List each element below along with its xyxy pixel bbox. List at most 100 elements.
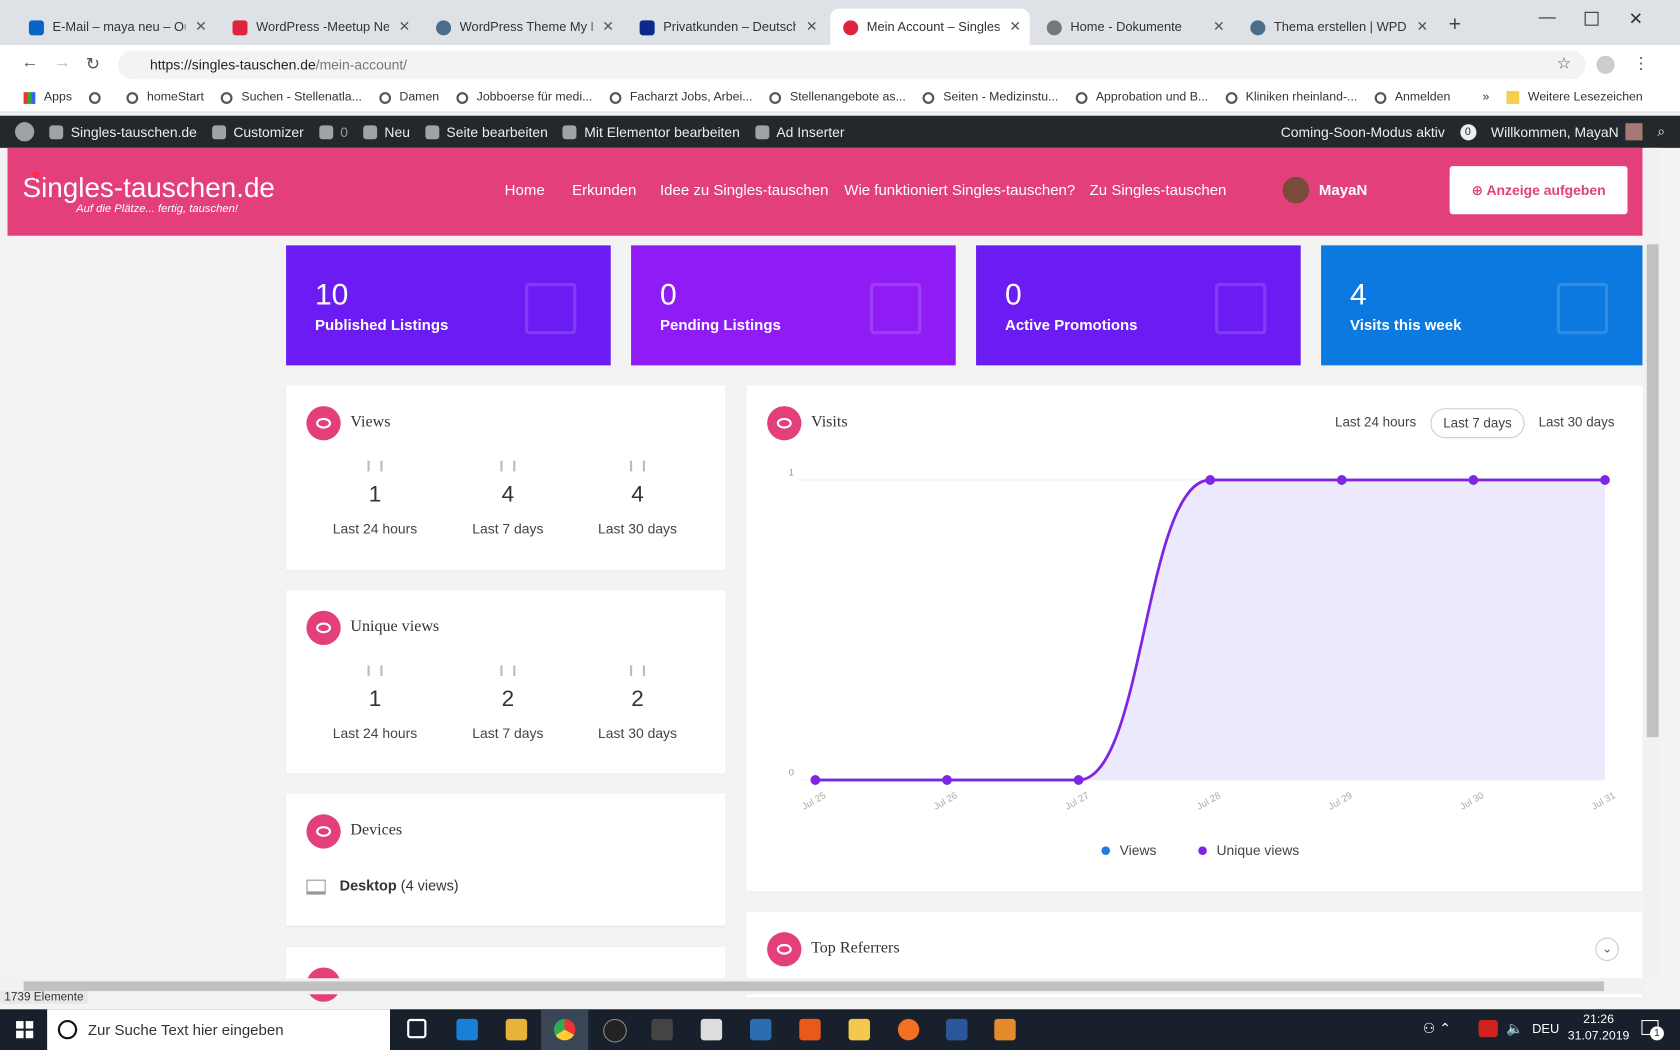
bookmark[interactable]: Approbation und B... — [1075, 91, 1208, 104]
nav-link[interactable]: Idee zu Singles-tauschen — [660, 181, 829, 199]
close[interactable]: ✕ — [1628, 10, 1643, 29]
metric-label: Last 30 days — [598, 520, 677, 537]
app-firefox[interactable] — [897, 1018, 920, 1041]
bookmark[interactable]: Jobboerse für medi... — [456, 91, 592, 104]
tab[interactable]: Home - Dokumente ✕ — [1034, 9, 1233, 45]
admin-item[interactable]: Customizer — [211, 124, 304, 140]
device-row: Desktop (4 views) — [340, 878, 459, 894]
admin-item[interactable]: 0 — [1459, 123, 1476, 140]
admin-item[interactable]: 0 — [318, 124, 348, 140]
new-tab[interactable]: + — [1448, 12, 1462, 37]
bookmark[interactable]: Stellenangebote as... — [769, 91, 906, 104]
start-button[interactable] — [16, 1021, 34, 1039]
range-option[interactable]: Last 30 days — [1538, 414, 1615, 430]
card-title: Views — [350, 413, 391, 431]
app-todo[interactable] — [750, 1018, 772, 1041]
app-folder[interactable] — [848, 1018, 871, 1041]
app-word[interactable] — [946, 1018, 968, 1041]
bookmark[interactable]: Apps — [23, 91, 72, 104]
status-bar: 1739 Elemente — [0, 991, 88, 1004]
bookmark[interactable]: Anmelden — [1374, 91, 1450, 104]
bookmark-star[interactable]: ☆ — [1556, 54, 1572, 73]
user-name[interactable]: MayaN — [1318, 181, 1368, 199]
tab-active[interactable]: Mein Account – Singles-ta✕ — [830, 8, 1030, 46]
app-explorer[interactable] — [505, 1018, 528, 1041]
app-hp[interactable] — [603, 1018, 627, 1043]
nav-link[interactable]: Erkunden — [572, 181, 637, 199]
maximize[interactable] — [1584, 11, 1599, 26]
tab[interactable]: WordPress Theme My Listi✕ — [423, 9, 622, 45]
admin-label: Neu — [384, 123, 410, 140]
forward[interactable]: → — [53, 53, 71, 72]
tab-title: Home - Dokumente — [1070, 19, 1182, 35]
tray-app[interactable] — [1478, 1020, 1498, 1038]
user-avatar[interactable] — [1282, 176, 1310, 204]
stat-card: 4 Visits this week — [1321, 245, 1643, 366]
laptop-icon — [306, 879, 326, 895]
more-chevron[interactable]: » — [1482, 91, 1490, 104]
range-option[interactable]: Last 24 hours — [1335, 414, 1417, 430]
volume[interactable]: 🔈 — [1506, 1020, 1524, 1037]
stat-card: 0 Pending Listings — [631, 245, 956, 366]
address-bar: ← → ↻ https://singles-tauschen.de/mein-a… — [0, 45, 1680, 84]
horizontal-scrollbar[interactable] — [0, 978, 1645, 995]
app-chrome-active[interactable] — [541, 1009, 589, 1050]
metric-label: Last 24 hours — [332, 520, 418, 537]
scroll-thumb[interactable] — [23, 981, 1604, 992]
clock[interactable]: 21:26 31.07.2019 — [1566, 1013, 1630, 1045]
admin-item[interactable]: Seite bearbeiten — [424, 124, 548, 140]
admin-item[interactable]: Mit Elementor bearbeiten — [562, 124, 740, 140]
task-view[interactable] — [407, 1018, 427, 1039]
expand-toggle[interactable]: ⌄ — [1595, 937, 1619, 962]
bookmark[interactable]: homeStart — [126, 91, 204, 104]
logo[interactable]: Singles-tauschen.de — [22, 171, 275, 204]
bookmark[interactable]: Facharzt Jobs, Arbei... — [609, 91, 752, 104]
minimize[interactable]: — — [1538, 8, 1556, 27]
nav-link[interactable]: Home — [504, 181, 545, 199]
admin-item[interactable]: Willkommen, MayaN — [1491, 123, 1643, 141]
reload[interactable]: ↻ — [85, 55, 101, 74]
tab-title: Mein Account – Singles-ta — [866, 19, 1000, 35]
back[interactable]: ← — [21, 53, 39, 72]
page-scrollbar[interactable] — [1644, 147, 1661, 979]
device-name: Desktop — [339, 877, 397, 894]
tab[interactable]: Thema erstellen | WPDE.o✕ — [1238, 9, 1437, 45]
tab[interactable]: WordPress -Meetup Neuss✕ — [220, 9, 419, 45]
bookmark[interactable]: Suchen - Stellenatla... — [221, 91, 362, 104]
visits-chart: 0 1 Jul 25 Jul 26 Jul 27 Jul 28 Jul 29 Jul 30 Ju… — [789, 468, 1618, 858]
app-media[interactable] — [994, 1018, 1016, 1041]
bookmark[interactable]: Seiten - Medizinstu... — [922, 91, 1058, 104]
bookmark-label: Damen — [399, 91, 440, 104]
tab[interactable]: E-Mail – maya neu – Outlo✕ — [16, 9, 215, 45]
language[interactable]: DEU — [1532, 1021, 1560, 1037]
scroll-thumb[interactable] — [1646, 244, 1659, 738]
admin-item[interactable]: Coming-Soon-Modus aktiv — [1281, 124, 1445, 140]
app-edge[interactable] — [456, 1018, 478, 1041]
date: 31.07.2019 — [1567, 1029, 1630, 1043]
app-store[interactable] — [651, 1018, 673, 1041]
admin-search[interactable]: ⌕ — [1657, 123, 1666, 140]
admin-item[interactable]: Singles-tauschen.de — [49, 124, 197, 140]
tray-icons[interactable]: ⚇ ⌃ — [1422, 1020, 1451, 1037]
range-option-active[interactable]: Last 7 days — [1430, 408, 1525, 439]
nav-link[interactable]: Zu Singles-tauschen — [1089, 181, 1227, 199]
wp-logo[interactable] — [15, 122, 35, 142]
nav-link[interactable]: Wie funktioniert Singles-tauschen? — [844, 181, 1076, 199]
metric-value: 1 — [368, 686, 382, 712]
tab[interactable]: Privatkunden – Deutsche B✕ — [627, 9, 826, 45]
bookmark-label: Kliniken rheinland-... — [1245, 91, 1358, 104]
app-mail[interactable] — [700, 1018, 723, 1041]
profile[interactable] — [1596, 55, 1615, 74]
search-box[interactable]: Zur Suche Text hier eingeben — [47, 1009, 391, 1050]
bookmark[interactable]: Damen — [379, 91, 439, 104]
app-generic[interactable] — [799, 1018, 821, 1041]
cta-button[interactable]: ⊕ Anzeige aufgeben — [1449, 166, 1628, 215]
tab-title: E-Mail – maya neu – Outlo — [52, 19, 186, 35]
bookmark-folder[interactable]: Weitere Lesezeichen — [1506, 91, 1643, 104]
bookmark[interactable] — [89, 91, 109, 104]
menu[interactable]: ⋮ — [1632, 54, 1649, 73]
url-field[interactable]: https://singles-tauschen.de/mein-account… — [117, 50, 1586, 80]
admin-item[interactable]: Ad Inserter — [754, 124, 844, 140]
admin-item[interactable]: Neu — [362, 123, 410, 140]
bookmark[interactable]: Kliniken rheinland-... — [1225, 91, 1357, 104]
